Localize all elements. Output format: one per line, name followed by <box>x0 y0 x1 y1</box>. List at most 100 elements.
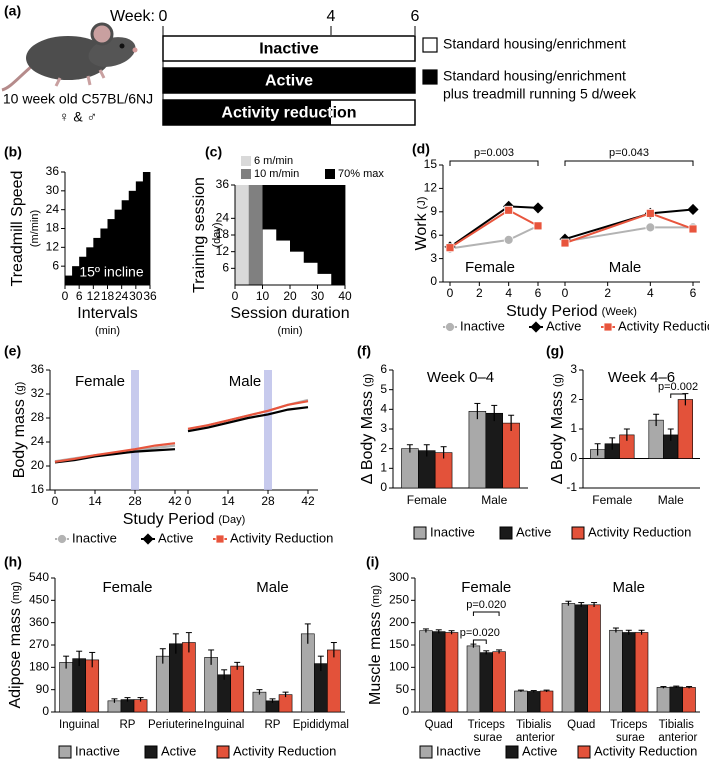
bar <box>539 690 554 713</box>
x-tick-label: 4 <box>327 8 336 25</box>
y-tick-label: 1 <box>380 461 387 475</box>
legend-swatch <box>577 745 591 759</box>
bar <box>204 657 218 713</box>
x-axis-unit: (Week) <box>602 306 637 318</box>
marker <box>445 243 455 253</box>
x-tick-label: 20 <box>283 289 297 303</box>
y-axis-label: Adipose mass <box>7 608 24 709</box>
bar <box>468 410 487 489</box>
x-tick-label: 28 <box>261 494 275 508</box>
legend-swatch <box>216 745 230 759</box>
highlight <box>131 370 139 490</box>
panel-label: (c) <box>205 144 222 160</box>
y-tick-label: 36 <box>216 177 230 191</box>
annotation: 15º incline <box>79 264 143 280</box>
y-tick-label: 3 <box>380 421 387 435</box>
x-tick-label: 10 <box>256 289 270 303</box>
y-tick-label: 24 <box>216 211 230 225</box>
bar <box>677 399 693 459</box>
y-tick-label: 18 <box>46 221 60 235</box>
y-axis-label: Δ Body Mass <box>549 391 566 484</box>
x-tick-label: 0 <box>447 286 454 300</box>
bar <box>444 632 459 713</box>
legend-swatch <box>505 745 519 759</box>
facet-label: Female <box>465 259 515 276</box>
series-line <box>187 406 309 433</box>
legend-label: Activity Reduction <box>588 524 691 539</box>
panel-label: (h) <box>4 554 22 570</box>
y-axis-title: Training session <box>191 177 208 293</box>
step <box>93 237 101 285</box>
y-tick-label: 6 <box>430 227 437 241</box>
session-block <box>248 185 263 285</box>
x-tick-label: 6 <box>535 286 542 300</box>
x-tick-label: 6 <box>76 289 83 303</box>
mouse-illustration <box>1 22 138 92</box>
x-tick-label: Male <box>481 493 507 507</box>
group-label: Female <box>461 579 511 596</box>
y-tick-label: 0 <box>402 704 409 718</box>
legend-label: Active <box>516 524 551 539</box>
x-axis-title: Session duration <box>230 305 349 322</box>
y-tick-label: 16 <box>31 482 45 496</box>
legend-label: Inactive <box>75 743 120 758</box>
x-tick-label: 30 <box>311 289 325 303</box>
bar <box>587 604 601 713</box>
x-axis-unit: (min) <box>95 325 120 337</box>
y-axis-title: Adipose mass (mg) <box>7 581 24 708</box>
bar <box>72 658 86 713</box>
legend-swatch <box>422 37 438 53</box>
bar <box>561 603 576 713</box>
panel-label: (b) <box>4 144 22 160</box>
x-tick-label: 42 <box>168 494 182 508</box>
series-line <box>564 226 693 243</box>
legend-label: Inactive <box>436 743 481 758</box>
y-tick-label: 1 <box>570 421 577 435</box>
bar <box>656 687 671 713</box>
y-axis-unit: (m/min) <box>29 210 41 247</box>
legend-label: Inactive <box>430 524 475 539</box>
session-block <box>331 185 346 285</box>
bar <box>485 412 503 489</box>
legend-label: Inactive <box>460 318 505 333</box>
bar <box>669 686 683 713</box>
panel-label: (i) <box>366 554 379 570</box>
y-tick-label: 3 <box>570 362 577 376</box>
x-tick-label: 0 <box>185 494 192 508</box>
session-block <box>276 185 291 241</box>
x-tick-label: 30 <box>129 289 143 303</box>
y-tick-label: 90 <box>36 682 50 696</box>
x-axis-title: Study Period (Day) <box>123 511 246 528</box>
x-tick-label: 18 <box>101 289 115 303</box>
y-tick-label: 12 <box>424 181 438 195</box>
y-tick-label: 0 <box>570 451 577 465</box>
x-tick-label: 0 <box>62 289 69 303</box>
y-tick-label: 2 <box>380 441 387 455</box>
x-tick-label: RP <box>265 719 281 731</box>
x-tick-label: Tibialis anterior <box>655 719 697 744</box>
marker <box>503 234 514 245</box>
bar <box>155 655 170 713</box>
bar-label: Active <box>265 73 313 90</box>
marker <box>533 221 543 231</box>
bar <box>419 630 433 713</box>
y-tick-label: 270 <box>29 637 49 651</box>
y-tick-label: 32 <box>31 386 45 400</box>
bar <box>300 633 315 713</box>
step <box>72 266 80 285</box>
bracket <box>472 639 487 644</box>
caption: 10 week old C57BL/6NJ <box>3 91 153 107</box>
y-axis-title: Body mass (g) <box>11 382 28 479</box>
y-axis-label: Muscle mass <box>367 612 384 705</box>
x-tick-label: 14 <box>221 494 235 508</box>
axis-label: Week: <box>110 8 155 25</box>
y-tick-label: 36 <box>46 164 60 178</box>
marker <box>603 322 613 332</box>
marker <box>142 533 154 545</box>
step <box>100 228 108 285</box>
legend-swatch <box>419 745 433 759</box>
x-axis-label: Study Period <box>506 303 598 320</box>
legend-label: Active <box>161 743 196 758</box>
marker <box>688 224 698 234</box>
annotation: p=0.020 <box>460 627 500 639</box>
